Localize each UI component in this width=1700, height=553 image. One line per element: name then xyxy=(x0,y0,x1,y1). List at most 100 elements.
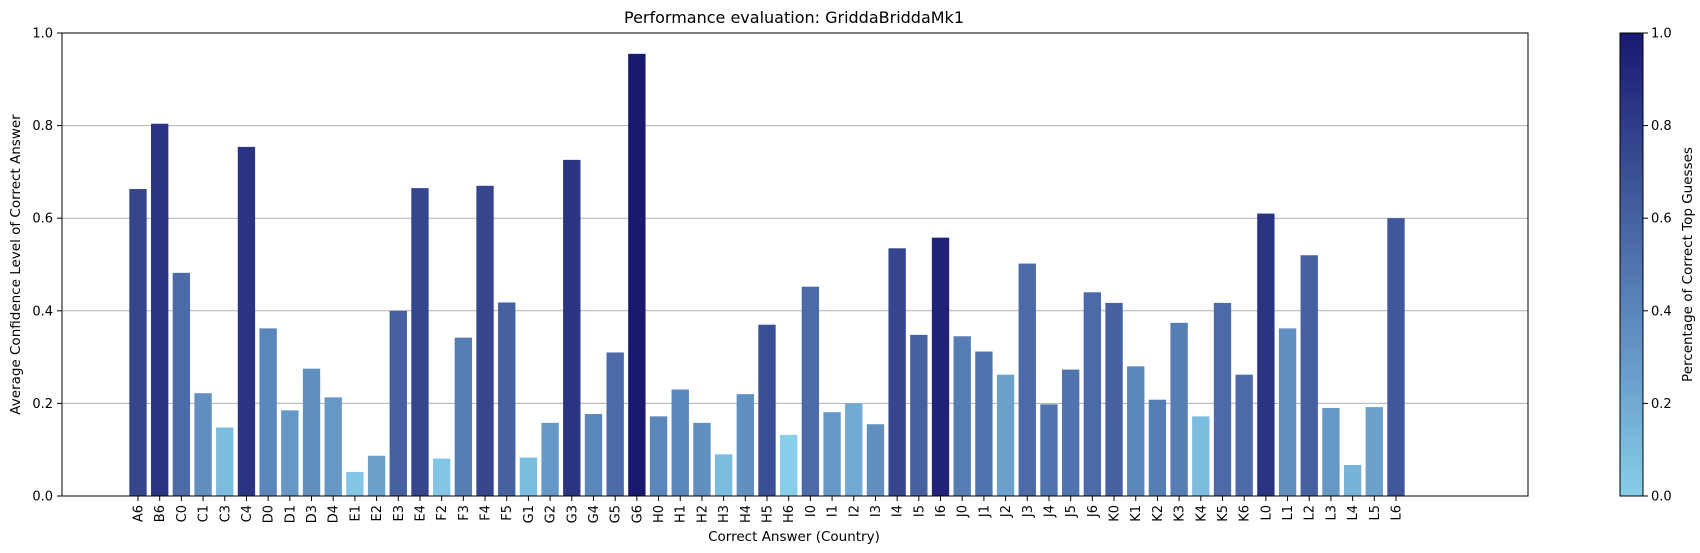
bar-I5 xyxy=(910,334,928,496)
x-tick-label: I3 xyxy=(869,505,884,517)
bar-K2 xyxy=(1148,399,1167,496)
x-tick-label: F4 xyxy=(479,505,494,521)
bar-J3 xyxy=(1018,263,1036,496)
bar-L5 xyxy=(1365,407,1383,496)
x-tick-label: G1 xyxy=(522,505,537,523)
bar-H2 xyxy=(693,422,711,496)
bar-G1 xyxy=(519,457,538,496)
x-tick-label: B6 xyxy=(153,505,168,522)
x-tick-label: F5 xyxy=(500,505,515,521)
bar-J2 xyxy=(996,374,1015,496)
colorbar-tick-label: 0.6 xyxy=(1651,212,1672,227)
bar-F3 xyxy=(454,337,473,496)
y-tick-label: 0.6 xyxy=(32,212,53,227)
x-tick-label: E2 xyxy=(370,505,385,522)
x-tick-label: H3 xyxy=(717,505,732,523)
bar-K3 xyxy=(1170,322,1188,496)
colorbar-axis: 0.0 0.2 0.4 0.6 0.8 1.0 xyxy=(1643,27,1672,505)
x-tick-label: E3 xyxy=(392,505,407,522)
bar-H3 xyxy=(714,454,733,496)
x-tick-label: K6 xyxy=(1238,505,1253,522)
bar-I4 xyxy=(888,248,906,496)
bar-K4 xyxy=(1192,416,1210,496)
bar-J5 xyxy=(1061,369,1080,496)
y-tick-label: 0.0 xyxy=(32,490,53,505)
x-tick-label: G5 xyxy=(609,505,624,523)
colorbar-tick-label: 0.8 xyxy=(1651,119,1672,134)
x-tick-label: C1 xyxy=(197,505,212,522)
colorbar-tick-label: 1.0 xyxy=(1651,27,1672,42)
bar-H1 xyxy=(671,389,689,496)
x-tick-label: K1 xyxy=(1129,505,1144,522)
bar-L3 xyxy=(1322,408,1340,496)
x-tick-label: C3 xyxy=(218,505,233,522)
bar-K1 xyxy=(1127,366,1145,496)
x-tick-label: L0 xyxy=(1259,505,1274,521)
x-tick-label: E4 xyxy=(413,505,428,522)
bar-H6 xyxy=(780,434,798,496)
colorbar-tick-label: 0.0 xyxy=(1651,490,1672,505)
bar-A6 xyxy=(129,189,147,496)
x-tick-label: L2 xyxy=(1303,505,1318,521)
bar-K5 xyxy=(1213,302,1232,496)
x-tick-label: C4 xyxy=(240,505,255,522)
plot-frame xyxy=(61,32,1529,497)
bar-H4 xyxy=(736,394,754,496)
bar-L0 xyxy=(1257,213,1275,496)
x-tick-label: I4 xyxy=(891,505,906,517)
x-tick-label: I0 xyxy=(804,505,819,517)
x-tick-label: L4 xyxy=(1346,505,1361,521)
x-tick-label: G4 xyxy=(587,505,602,523)
x-tick-label: E1 xyxy=(348,505,363,522)
x-tick-label: I5 xyxy=(912,505,927,517)
x-tick-label: K5 xyxy=(1216,505,1231,522)
bar-D3 xyxy=(302,368,321,496)
bar-I2 xyxy=(845,403,863,496)
x-tick-label: J6 xyxy=(1086,505,1101,518)
bar-C1 xyxy=(194,393,212,496)
y-tick-label: 1.0 xyxy=(32,27,53,42)
bar-D1 xyxy=(281,410,299,496)
bar-G3 xyxy=(563,159,581,497)
colorbar-tick-label: 0.4 xyxy=(1651,304,1672,319)
bar-F5 xyxy=(498,302,516,496)
x-tick-label: D0 xyxy=(262,505,277,523)
bar-I3 xyxy=(866,424,885,496)
x-tick-label: A6 xyxy=(132,505,147,522)
y-tick-label: 0.4 xyxy=(32,304,53,319)
x-tick-label: G2 xyxy=(544,505,559,523)
y-axis-label: Average Confidence Level of Correct Answ… xyxy=(8,114,24,415)
bar-K0 xyxy=(1105,302,1123,496)
x-tick-label: L3 xyxy=(1324,505,1339,521)
bar-I1 xyxy=(823,412,841,496)
bar-E3 xyxy=(389,310,407,496)
bar-J4 xyxy=(1040,404,1058,496)
x-tick-label: G6 xyxy=(630,505,645,523)
x-tick-label: J2 xyxy=(999,505,1014,518)
x-tick-label: K2 xyxy=(1151,505,1166,522)
x-tick-label: D1 xyxy=(283,505,298,523)
bar-K6 xyxy=(1235,374,1253,496)
bar-H5 xyxy=(758,324,776,496)
x-axis-label: Correct Answer (Country) xyxy=(708,529,880,545)
x-tick-label: K0 xyxy=(1108,505,1123,522)
bar-L4 xyxy=(1343,464,1362,496)
bar-I0 xyxy=(801,286,820,496)
bar-F2 xyxy=(432,458,451,496)
bar-L1 xyxy=(1278,328,1297,496)
bar-L6 xyxy=(1387,218,1405,496)
x-tick-label: F3 xyxy=(457,505,472,521)
y-axis: 0.0 0.2 0.4 0.6 0.8 1.0 xyxy=(32,27,62,505)
bar-J1 xyxy=(975,351,993,496)
x-tick-label: L5 xyxy=(1368,505,1383,521)
bar-E1 xyxy=(346,471,364,496)
bar-C0 xyxy=(172,272,191,496)
x-tick-label: F2 xyxy=(435,505,450,521)
x-tick-label: H1 xyxy=(674,505,689,523)
colorbar-label: Percentage of Correct Top Guesses xyxy=(1680,147,1696,382)
x-tick-label: H0 xyxy=(652,505,667,523)
colorbar-tick-label: 0.2 xyxy=(1651,397,1672,412)
bars xyxy=(129,53,1405,497)
x-tick-label: H4 xyxy=(739,505,754,523)
x-tick-label: H6 xyxy=(782,505,797,523)
